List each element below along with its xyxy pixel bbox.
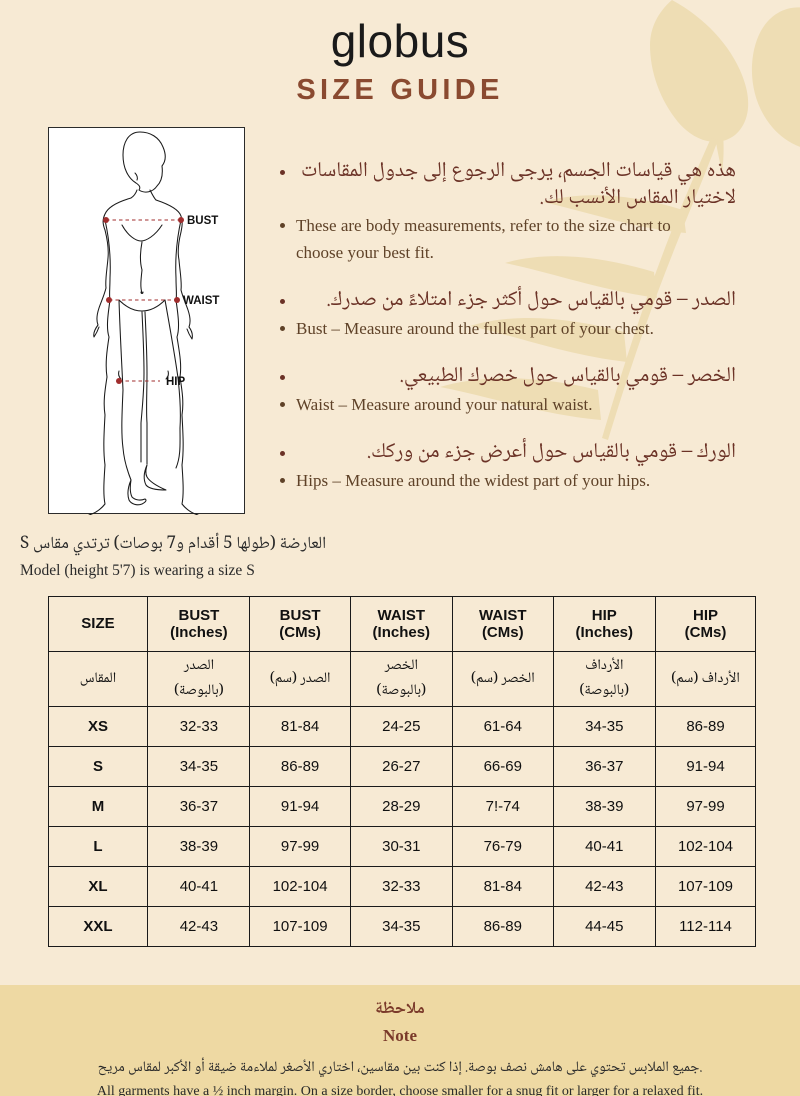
svg-text:WAIST: WAIST: [183, 295, 219, 307]
svg-text:BUST: BUST: [187, 215, 218, 227]
svg-text:HIP: HIP: [166, 376, 186, 388]
